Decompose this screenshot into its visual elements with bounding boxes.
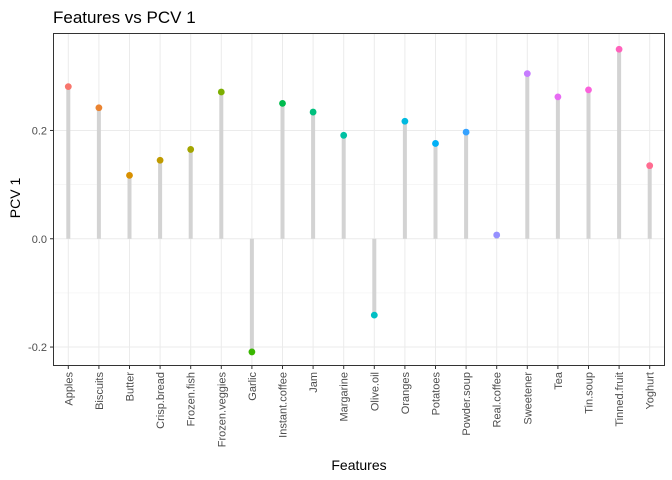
point-jam bbox=[309, 108, 317, 116]
x-tick-label: Apples bbox=[63, 372, 75, 406]
x-tick-label: Real.coffee bbox=[492, 372, 504, 427]
point-margarine bbox=[340, 131, 348, 139]
x-axis: Apples Biscuits Butter Crisp.bread Frozen.fi… bbox=[63, 366, 657, 448]
point-tin-soup bbox=[585, 86, 592, 94]
y-axis-title: PCV 1 bbox=[7, 178, 23, 219]
x-tick-label: Jam bbox=[308, 372, 320, 393]
point-apples bbox=[64, 83, 72, 91]
x-tick-label: Tin.soup bbox=[584, 372, 596, 414]
x-tick-label: Tinned.fruit bbox=[614, 372, 626, 427]
plot-panel bbox=[53, 33, 665, 366]
point-powder-soup bbox=[462, 128, 470, 136]
y-tick-label: -0.2 bbox=[28, 342, 47, 354]
x-tick-label: Frozen.fish bbox=[186, 372, 198, 426]
point-yoghurt bbox=[646, 162, 654, 170]
x-axis-title: Features bbox=[331, 457, 386, 473]
point-potatoes bbox=[432, 140, 439, 147]
x-tick-label: Potatoes bbox=[431, 372, 443, 416]
point-oranges bbox=[401, 117, 409, 125]
point-butter bbox=[126, 172, 133, 179]
x-tick-label: Tea bbox=[553, 371, 565, 390]
x-tick-label: Yoghurt bbox=[645, 372, 657, 410]
y-tick-label: 0.0 bbox=[32, 234, 47, 246]
points bbox=[64, 45, 654, 356]
plot-border bbox=[53, 33, 665, 366]
x-tick-label: Olive.oil bbox=[369, 372, 381, 411]
y-tick-label: 0.2 bbox=[32, 125, 47, 137]
y-axis: -0.2 0.0 0.2 bbox=[28, 125, 53, 354]
point-real-coffee bbox=[493, 231, 501, 239]
x-tick-label: Powder.soup bbox=[461, 372, 473, 436]
point-tinned-fruit bbox=[615, 45, 623, 53]
point-olive-oil bbox=[370, 311, 378, 319]
point-frozen-fish bbox=[187, 146, 195, 153]
x-tick-label: Sweetener bbox=[522, 372, 534, 425]
point-sweetener bbox=[523, 70, 531, 78]
x-tick-label: Crisp.bread bbox=[155, 372, 167, 429]
point-instant-coffee bbox=[279, 99, 286, 107]
x-tick-label: Butter bbox=[125, 372, 137, 402]
x-tick-label: Biscuits bbox=[94, 372, 106, 410]
x-tick-label: Garlic bbox=[247, 372, 259, 401]
point-crisp-bread bbox=[156, 156, 164, 164]
sticks bbox=[66, 49, 652, 352]
x-tick-label: Oranges bbox=[400, 372, 412, 415]
point-frozen-veggies bbox=[217, 88, 225, 96]
point-biscuits bbox=[95, 104, 103, 112]
x-tick-label: Frozen.veggies bbox=[216, 372, 228, 448]
x-tick-label: Margarine bbox=[339, 372, 351, 422]
chart-title: Features vs PCV 1 bbox=[53, 8, 196, 27]
point-garlic bbox=[248, 348, 256, 356]
x-tick-label: Instant.coffee bbox=[278, 372, 290, 438]
point-tea bbox=[554, 93, 562, 101]
